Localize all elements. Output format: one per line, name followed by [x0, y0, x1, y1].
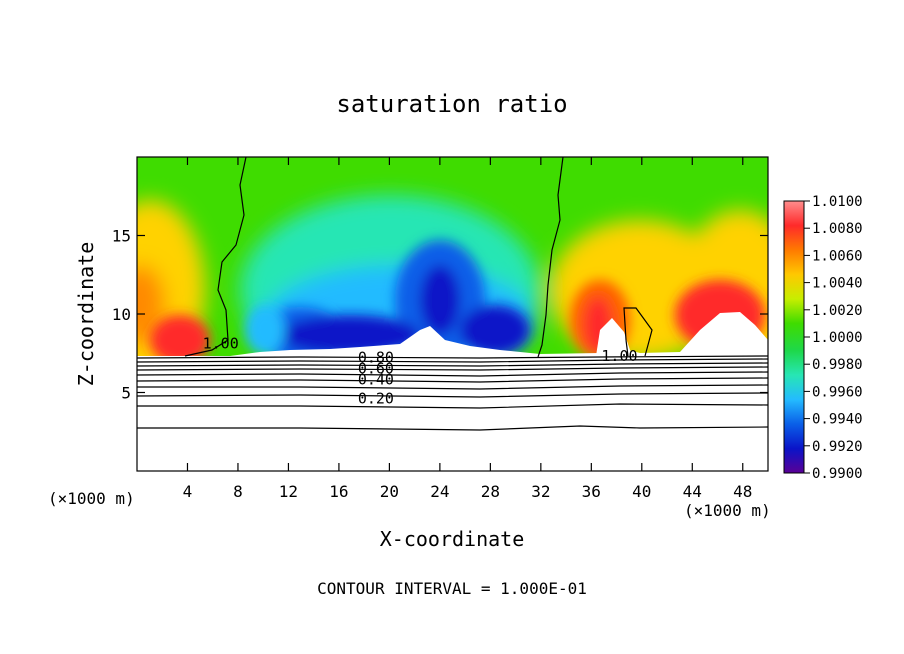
y-tick-label: 10 [112, 305, 131, 324]
contour-labels: 1.00 1.00 0.800.600.400.20 [203, 335, 638, 408]
colorbar-tick-label: 0.9940 [812, 412, 863, 428]
contour-label: 0.80 [358, 349, 394, 367]
colorbar-tick-label: 1.0040 [812, 276, 863, 292]
colorbar-tick-label: 1.0020 [812, 303, 863, 319]
contour-label: 0.60 [358, 360, 394, 378]
x-tick-label: 24 [430, 482, 449, 501]
x-tick-label: 48 [733, 482, 752, 501]
colorbar-tick-label: 0.9920 [812, 439, 863, 455]
x-tick-label: 16 [329, 482, 348, 501]
colorbar-tick-label: 0.9960 [812, 384, 863, 400]
colorbar-tick-label: 0.9980 [812, 357, 863, 373]
x-axis-ticks: 4 8 12 16 20 24 28 32 36 40 44 48 [183, 157, 752, 501]
contour-label: 0.40 [358, 371, 394, 389]
y-tick-label: 5 [121, 384, 131, 403]
colorbar-tick-label: 1.0080 [812, 221, 863, 237]
x-axis-label: X-coordinate [380, 527, 525, 551]
colorbar-tick-label: 1.0060 [812, 248, 863, 264]
x-tick-label: 36 [582, 482, 601, 501]
colorbar-ticks: 1.0100 1.0080 1.0060 1.0040 1.0020 1.0000 0.99… [804, 194, 863, 482]
x-tick-label: 32 [531, 482, 550, 501]
colorbar-tick-label: 1.0100 [812, 194, 863, 210]
contour-label: 1.00 [601, 347, 637, 365]
y-axis-ticks: 5 10 15 [112, 227, 768, 403]
x-tick-label: 8 [233, 482, 243, 501]
x-tick-label: 40 [632, 482, 651, 501]
colorbar-tick-label: 1.0000 [812, 330, 863, 346]
colorbar-tick-label: 0.9900 [812, 466, 863, 482]
y-tick-label: 15 [112, 227, 131, 246]
footer-contour-interval: CONTOUR INTERVAL = 1.000E-01 [317, 579, 587, 598]
chart-title: saturation ratio [336, 90, 567, 118]
x-unit-left: (×1000 m) [48, 489, 135, 508]
y-axis-label: Z-coordinate [74, 242, 98, 387]
x-unit-right: (×1000 m) [684, 501, 771, 520]
contour-lines [136, 156, 769, 431]
x-tick-label: 20 [380, 482, 399, 501]
x-tick-label: 44 [683, 482, 702, 501]
colorbar [783, 200, 805, 474]
filled-field [137, 157, 768, 471]
x-tick-label: 4 [183, 482, 193, 501]
x-tick-label: 12 [279, 482, 298, 501]
contour-label: 0.20 [358, 389, 394, 407]
contour-label: 1.00 [203, 335, 239, 353]
x-tick-label: 28 [481, 482, 500, 501]
